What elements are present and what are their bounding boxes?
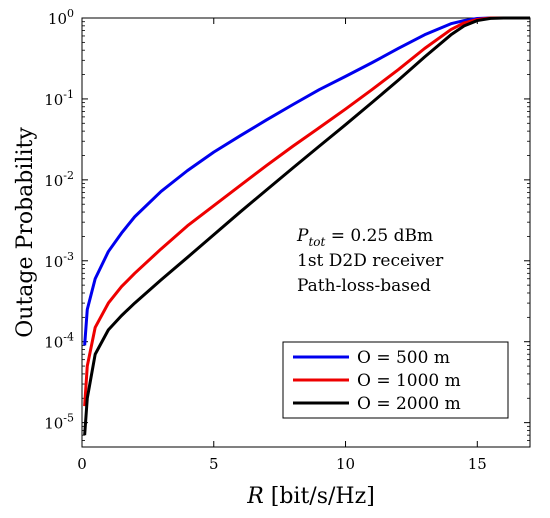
y-axis-label: Outage Probability (13, 127, 38, 338)
y-tick-label: 10-1 (44, 88, 74, 109)
y-tick-label: 10-5 (44, 412, 74, 433)
y-tick-label: 100 (48, 7, 74, 28)
plot-layer: 0 5 10 15 10-5 10-4 10-3 10-2 10-1 100 R [bit/s/Hz… (13, 7, 531, 509)
legend-label-2: O = 1000 m (357, 371, 461, 391)
x-tick-label: 15 (468, 455, 487, 473)
legend-label-1: O = 500 m (357, 348, 450, 368)
series-line-3 (83, 16, 530, 436)
x-tick-label: 10 (336, 455, 355, 473)
y-tick-label: 10-3 (44, 250, 74, 271)
annotation-line-2: 1st D2D receiver (297, 251, 444, 271)
x-axis-label: R [bit/s/Hz] (246, 484, 375, 509)
annotation-line-3: Path-loss-based (297, 276, 431, 296)
y-tick-label: 10-4 (44, 331, 74, 352)
annotation-line-1: Ptot = 0.25 dBm (296, 226, 433, 249)
x-tick-label: 5 (209, 455, 219, 473)
series-line-2 (83, 16, 530, 407)
series-line-1 (83, 16, 530, 346)
legend-label-3: O = 2000 m (357, 394, 461, 414)
x-tick-label: 0 (77, 455, 87, 473)
y-tick-label: 10-2 (44, 169, 74, 190)
